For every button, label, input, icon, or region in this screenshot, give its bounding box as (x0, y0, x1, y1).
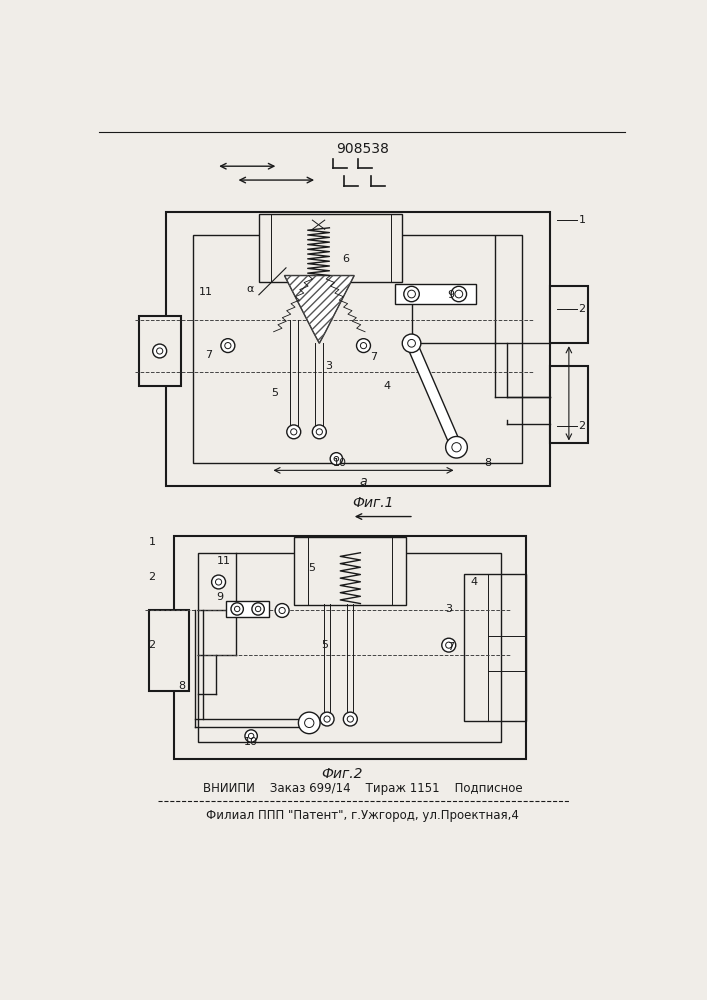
Bar (149, 610, 189, 691)
Text: ВНИИПИ    Заказ 699/14    Тираж 1151    Подписное: ВНИИПИ Заказ 699/14 Тираж 1151 Подписное (203, 782, 522, 795)
Circle shape (255, 606, 261, 612)
Bar (199, 553, 501, 742)
Bar (549, 366, 588, 443)
Polygon shape (284, 276, 354, 343)
Text: 8: 8 (178, 681, 185, 691)
Circle shape (356, 339, 370, 353)
Circle shape (275, 604, 289, 617)
Text: 7: 7 (370, 352, 377, 362)
Bar (395, 284, 476, 304)
Circle shape (324, 716, 330, 722)
Text: 9: 9 (448, 290, 455, 300)
Circle shape (442, 638, 456, 652)
Circle shape (298, 712, 320, 734)
Circle shape (452, 443, 461, 452)
Bar (464, 574, 526, 721)
Bar (226, 601, 269, 617)
Text: 11: 11 (217, 556, 231, 566)
Text: 4: 4 (471, 577, 478, 587)
Circle shape (245, 730, 257, 742)
Circle shape (330, 453, 343, 465)
Polygon shape (407, 341, 462, 449)
Text: Фиг.1: Фиг.1 (352, 496, 394, 510)
Circle shape (404, 286, 419, 302)
Text: 9: 9 (216, 592, 223, 602)
Circle shape (361, 343, 367, 349)
Bar (549, 286, 588, 343)
Text: 8: 8 (484, 458, 491, 468)
Circle shape (312, 425, 327, 439)
Text: Фиг.2: Фиг.2 (321, 768, 363, 782)
Text: 1: 1 (148, 537, 156, 547)
Circle shape (235, 606, 240, 612)
Text: 3: 3 (445, 604, 452, 614)
Text: 10: 10 (244, 737, 258, 747)
Text: 2: 2 (578, 421, 585, 431)
Text: 5: 5 (308, 563, 315, 573)
Text: 2: 2 (148, 572, 156, 582)
Text: 6: 6 (342, 254, 349, 264)
Circle shape (347, 716, 354, 722)
Bar (139, 316, 182, 386)
Text: 2: 2 (578, 304, 585, 314)
Text: 11: 11 (199, 287, 214, 297)
Text: α: α (246, 284, 253, 294)
Text: 1: 1 (578, 215, 585, 225)
Circle shape (408, 339, 416, 347)
Circle shape (445, 642, 452, 648)
Circle shape (334, 456, 339, 461)
Circle shape (156, 348, 163, 354)
Text: 7: 7 (448, 642, 455, 652)
Circle shape (320, 712, 334, 726)
Bar (166, 212, 549, 486)
Circle shape (291, 429, 297, 435)
Text: 4: 4 (383, 381, 390, 391)
Text: 3: 3 (325, 361, 332, 371)
Circle shape (455, 290, 462, 298)
Text: 7: 7 (205, 350, 212, 360)
Text: 10: 10 (332, 458, 346, 468)
Circle shape (316, 429, 322, 435)
Circle shape (252, 603, 264, 615)
Text: a: a (360, 475, 368, 488)
Circle shape (305, 718, 314, 728)
Circle shape (287, 425, 300, 439)
Circle shape (279, 607, 285, 614)
Circle shape (216, 579, 222, 585)
Circle shape (221, 339, 235, 353)
Text: 2: 2 (148, 640, 156, 650)
Circle shape (153, 344, 167, 358)
Bar (293, 537, 406, 605)
Bar (259, 214, 402, 282)
Circle shape (211, 575, 226, 589)
Text: 5: 5 (271, 388, 278, 398)
Text: Филиал ППП "Патент", г.Ужгород, ул.Проектная,4: Филиал ППП "Патент", г.Ужгород, ул.Проек… (206, 809, 519, 822)
Text: 908538: 908538 (337, 142, 389, 156)
Circle shape (344, 712, 357, 726)
Circle shape (248, 733, 254, 739)
Bar (174, 536, 526, 759)
Circle shape (231, 603, 243, 615)
Bar (193, 235, 522, 463)
Text: 5: 5 (321, 640, 328, 650)
Circle shape (408, 290, 416, 298)
Circle shape (225, 343, 231, 349)
Circle shape (402, 334, 421, 353)
Circle shape (451, 286, 467, 302)
Circle shape (445, 436, 467, 458)
